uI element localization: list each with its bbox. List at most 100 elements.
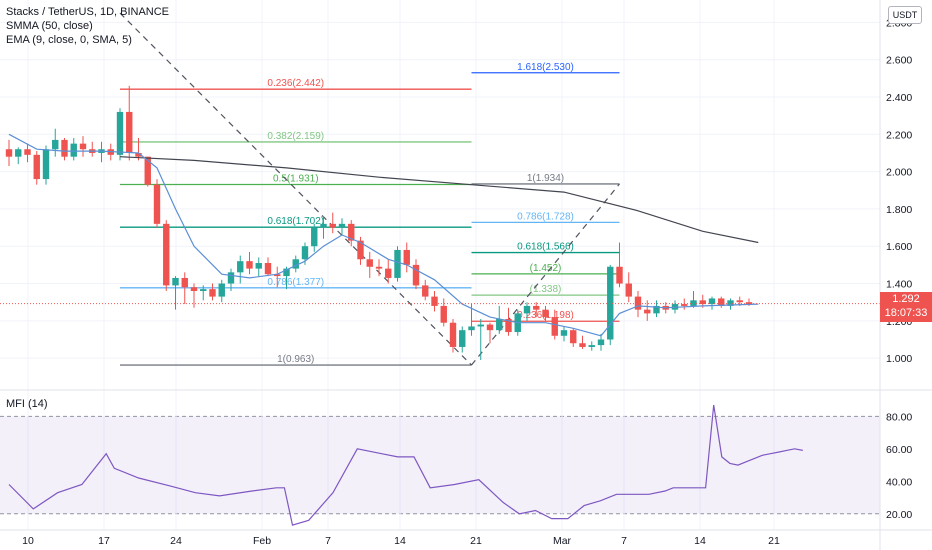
candle-body bbox=[144, 156, 151, 185]
candle bbox=[190, 283, 198, 308]
fib-level-label: 1.618(2.530) bbox=[517, 62, 574, 73]
candle-body bbox=[542, 309, 549, 318]
ema-legend[interactable]: EMA (9, close, 0, SMA, 5) bbox=[6, 34, 132, 46]
price-tick-label: 1.000 bbox=[886, 353, 912, 365]
candle bbox=[727, 298, 734, 310]
mfi-tick-label: 80.00 bbox=[886, 411, 912, 423]
mfi-legend[interactable]: MFI (14) bbox=[6, 398, 48, 410]
time-tick-label: Feb bbox=[253, 535, 271, 547]
candle-body bbox=[357, 240, 364, 260]
candle-body bbox=[181, 277, 188, 288]
candle-body bbox=[431, 296, 438, 306]
time-tick-label: 7 bbox=[621, 535, 627, 547]
candle bbox=[42, 145, 50, 185]
candle-body bbox=[449, 322, 457, 347]
symbol-title: Stacks / TetherUS, 1D, BINANCE bbox=[6, 6, 170, 18]
candle-body bbox=[727, 300, 734, 306]
candle-body bbox=[505, 318, 512, 333]
fib-level-label: 1(1.934) bbox=[527, 173, 564, 184]
candle-body bbox=[274, 274, 281, 277]
candle bbox=[459, 326, 466, 353]
candle bbox=[449, 318, 457, 353]
trend-line bbox=[471, 183, 620, 366]
time-tick-label: 17 bbox=[98, 535, 110, 547]
candle bbox=[690, 291, 697, 308]
candle bbox=[15, 147, 22, 165]
candle bbox=[496, 305, 503, 334]
candle-body bbox=[486, 324, 494, 331]
candle bbox=[61, 138, 68, 161]
candle bbox=[274, 266, 281, 288]
mfi-line bbox=[8, 404, 803, 526]
fib-level-label: 0.382(2.159) bbox=[267, 131, 324, 142]
candle bbox=[366, 251, 373, 278]
candle-body bbox=[320, 223, 327, 228]
candle bbox=[227, 268, 235, 291]
candle bbox=[218, 279, 225, 303]
currency-unit-button[interactable]: USDT bbox=[888, 6, 922, 24]
candle-body bbox=[607, 266, 614, 340]
candle-body bbox=[42, 149, 50, 180]
trend-line bbox=[119, 12, 472, 366]
price-tick-label: 2.000 bbox=[886, 167, 912, 179]
candle bbox=[153, 179, 161, 228]
candle-body bbox=[5, 149, 13, 157]
candle bbox=[588, 341, 595, 351]
time-tick-label: 24 bbox=[170, 535, 182, 547]
candle bbox=[625, 272, 632, 303]
candle-body bbox=[61, 139, 68, 157]
candle-body bbox=[126, 111, 133, 153]
candle bbox=[79, 136, 87, 157]
candle bbox=[135, 138, 142, 161]
candle bbox=[70, 138, 77, 161]
price-tick-label: 2.200 bbox=[886, 129, 912, 141]
candle-body bbox=[172, 277, 179, 286]
candle bbox=[394, 246, 401, 282]
candle-body bbox=[588, 345, 595, 347]
candle bbox=[431, 291, 438, 312]
candle-body bbox=[560, 330, 568, 336]
candle-body bbox=[209, 289, 216, 297]
candle bbox=[52, 128, 59, 157]
candle-body bbox=[200, 289, 207, 291]
candle bbox=[144, 156, 151, 187]
candle bbox=[5, 139, 13, 167]
fib-levels: 0.236(2.442) 0.382(2.159) 0.5(1.931) 0.618(… bbox=[120, 62, 620, 366]
candle bbox=[33, 151, 40, 185]
candle-body bbox=[412, 264, 420, 286]
mfi-tick-label: 40.00 bbox=[886, 476, 912, 488]
candle-body bbox=[551, 317, 558, 336]
candle-body bbox=[227, 272, 235, 284]
candle-body bbox=[533, 305, 540, 310]
fib-level-label: 1(0.963) bbox=[277, 354, 314, 365]
candle bbox=[264, 257, 272, 277]
last-price-value: 1.292 bbox=[892, 293, 920, 305]
candle bbox=[181, 272, 188, 305]
candle-body bbox=[116, 111, 124, 155]
candle-body bbox=[366, 259, 373, 267]
smma-legend[interactable]: SMMA (50, close) bbox=[6, 20, 93, 32]
candle-body bbox=[135, 152, 142, 157]
candle bbox=[440, 298, 447, 327]
candle bbox=[385, 259, 392, 284]
candle bbox=[172, 276, 179, 310]
candle bbox=[329, 212, 336, 234]
candle bbox=[634, 291, 642, 318]
price-tick-label: 1.400 bbox=[886, 279, 912, 291]
fib-level-label: 0.618(1.702) bbox=[267, 216, 324, 227]
candle-body bbox=[422, 285, 429, 297]
fib-level-label: 0.236(2.442) bbox=[267, 78, 324, 89]
candle-body bbox=[190, 287, 198, 291]
candle bbox=[89, 141, 96, 157]
time-tick-label: 7 bbox=[325, 535, 331, 547]
candle-body bbox=[283, 268, 290, 277]
candle bbox=[357, 236, 364, 265]
candle bbox=[542, 305, 549, 321]
candle-body bbox=[708, 298, 716, 305]
candle-body bbox=[468, 326, 475, 331]
candle bbox=[200, 285, 207, 301]
candle-body bbox=[163, 223, 170, 286]
time-tick-label: 21 bbox=[768, 535, 780, 547]
candle bbox=[560, 326, 568, 342]
